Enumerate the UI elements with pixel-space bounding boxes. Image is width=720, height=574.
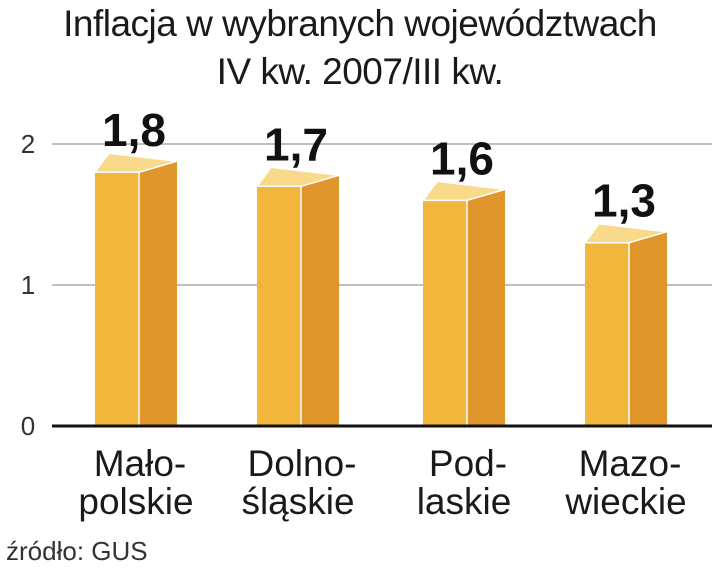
category-label-0-0: Mało- — [94, 443, 187, 484]
chart-title-line-1: Inflacja w wybranych województwach — [63, 3, 657, 44]
value-label-0: 1,8 — [102, 104, 166, 156]
y-tick-label-1: 1 — [21, 270, 35, 300]
bar-1 — [255, 166, 340, 426]
bar-2 — [421, 180, 506, 426]
value-label-2: 1,6 — [430, 132, 494, 184]
value-label-3: 1,3 — [592, 175, 656, 227]
category-label-1-0: Dolno- — [248, 443, 357, 484]
category-label-2-0: Pod- — [429, 443, 507, 484]
y-tick-label-2: 2 — [21, 129, 35, 159]
value-label-1: 1,7 — [264, 118, 328, 170]
bar-3 — [583, 222, 668, 426]
y-tick-label-0: 0 — [21, 411, 35, 441]
category-label-2-1: laskie — [417, 481, 512, 522]
category-label-3-1: wieckie — [564, 481, 686, 522]
source-note: źródło: GUS — [6, 536, 148, 566]
chart-title-line-2: IV kw. 2007/III kw. — [216, 51, 504, 92]
category-label-1-1: śląskie — [241, 481, 354, 522]
category-label-0-1: polskie — [78, 481, 193, 522]
bar-0 — [93, 152, 178, 426]
category-label-3-0: Mazo- — [579, 443, 682, 484]
